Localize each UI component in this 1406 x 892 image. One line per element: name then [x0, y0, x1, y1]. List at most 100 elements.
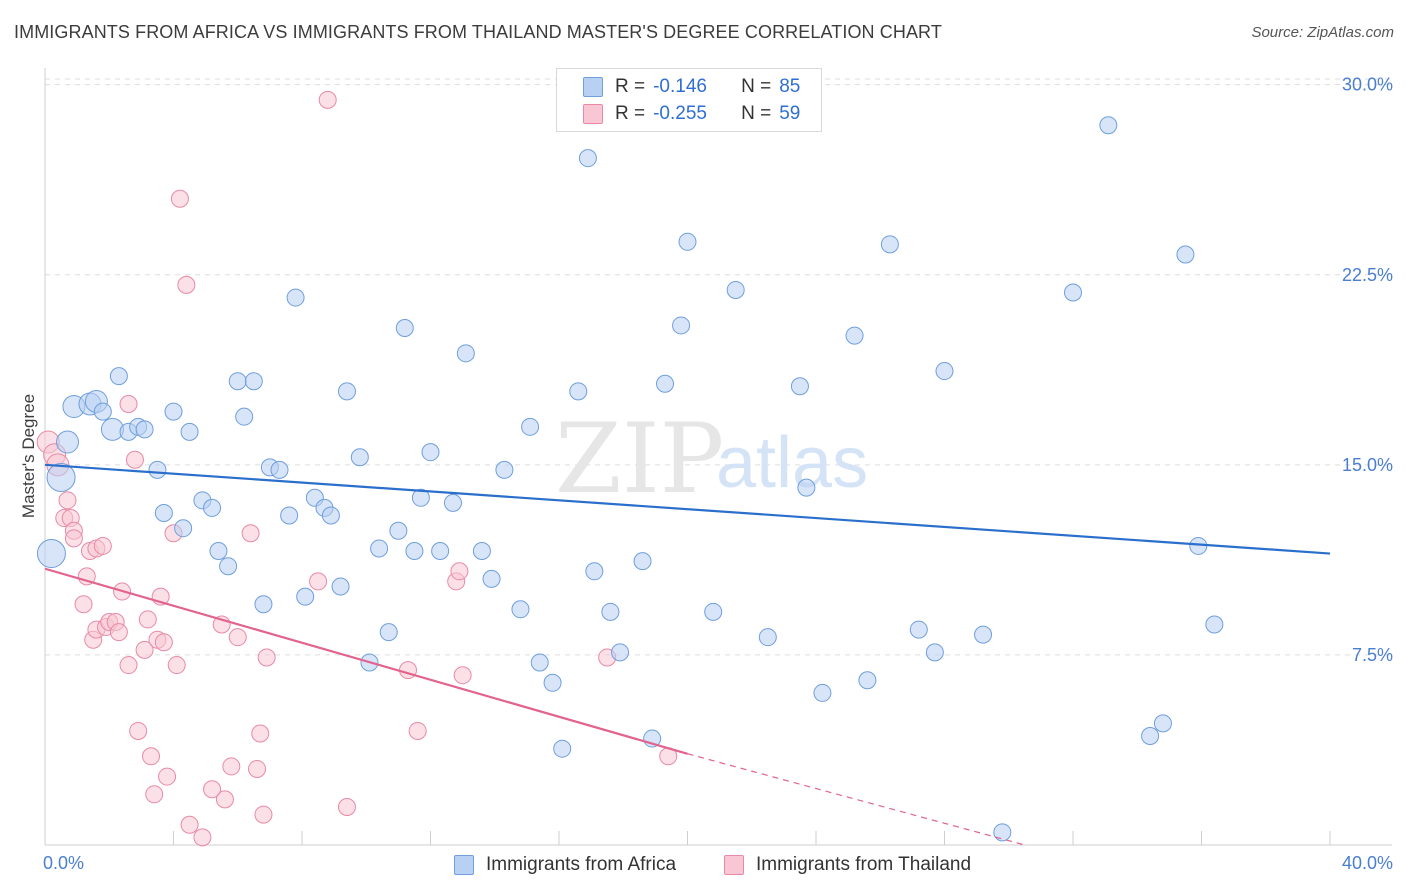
africa-point: [611, 643, 630, 662]
africa-point: [235, 407, 254, 426]
thailand-point: [318, 90, 337, 109]
africa-point: [601, 602, 620, 621]
thailand-point: [64, 529, 83, 548]
africa-point: [726, 280, 745, 299]
y-tick-label: 15.0%: [1342, 455, 1393, 475]
africa-point: [228, 372, 247, 391]
africa-point: [633, 552, 652, 571]
thailand-point: [254, 805, 273, 824]
africa-point: [370, 539, 389, 558]
legend: R = -0.146 N = 85 R = -0.255 N = 59: [556, 68, 822, 132]
africa-point: [1099, 116, 1118, 135]
thailand-point: [74, 595, 93, 614]
africa-point: [411, 488, 430, 507]
thailand-point: [222, 757, 241, 776]
africa-point: [296, 587, 315, 606]
thailand-point: [119, 656, 138, 675]
thailand-point: [58, 491, 77, 510]
legend-r-label: R =: [615, 76, 646, 97]
africa-point: [813, 683, 832, 702]
thailand-point: [125, 450, 144, 469]
thailand-point: [453, 666, 472, 685]
thailand-point: [93, 536, 112, 555]
africa-point: [203, 498, 222, 517]
africa-point: [482, 569, 501, 588]
grid: [45, 78, 1392, 656]
africa-point: [421, 443, 440, 462]
africa-point: [553, 739, 572, 758]
y-tick-label: 30.0%: [1342, 75, 1393, 95]
africa-point: [219, 557, 238, 576]
africa-point: [280, 506, 299, 525]
watermark-zip: ZIP: [555, 403, 724, 515]
thailand-swatch: [583, 104, 603, 124]
africa-point: [704, 602, 723, 621]
thailand-point: [142, 747, 161, 766]
africa-trend-line: [44, 463, 1331, 555]
africa-point: [925, 643, 944, 662]
africa-point: [672, 316, 691, 335]
africa-point: [46, 463, 76, 493]
africa-point: [389, 521, 408, 540]
legend-n-label: N =: [741, 76, 772, 97]
thailand-point: [309, 572, 328, 591]
thailand-point: [251, 724, 270, 743]
thailand-trend-line: [44, 567, 688, 755]
africa-point: [395, 318, 414, 337]
africa-point: [456, 344, 475, 363]
thailand-point: [203, 780, 222, 799]
bottom-legend-thailand: Immigrants from Thailand: [724, 852, 971, 878]
thailand-point: [154, 633, 173, 652]
africa-point: [270, 460, 289, 479]
africa-point: [1176, 245, 1195, 264]
africa-point: [511, 600, 530, 619]
africa-point: [337, 382, 356, 401]
africa-point: [656, 374, 675, 393]
thailand-point: [257, 648, 276, 667]
africa-point: [331, 577, 350, 596]
watermark: ZIP atlas: [555, 403, 868, 515]
thailand-point: [450, 562, 469, 581]
africa-point: [974, 625, 993, 644]
thailand-swatch: [724, 855, 744, 875]
thailand-point: [119, 395, 138, 414]
thailand-point: [177, 275, 196, 294]
africa-point: [405, 542, 424, 561]
thailand-point: [135, 640, 154, 659]
thailand-point: [158, 767, 177, 786]
africa-point: [109, 367, 128, 386]
africa-point: [244, 372, 263, 391]
bottom-legend-thailand-label: Immigrants from Thailand: [756, 854, 972, 875]
x-tick-label: 40.0%: [1342, 853, 1393, 873]
africa-point: [93, 402, 112, 421]
thailand-point: [241, 524, 260, 543]
africa-point: [135, 420, 154, 439]
africa-point: [1141, 727, 1160, 746]
africa-point: [286, 288, 305, 307]
africa-point: [55, 430, 79, 454]
africa-point: [379, 623, 398, 642]
africa-point: [543, 673, 562, 692]
thailand-trend-extension: [687, 753, 1025, 846]
watermark-atlas: atlas: [716, 423, 868, 503]
africa-point: [569, 382, 588, 401]
thailand-point: [408, 721, 427, 740]
africa-point: [180, 422, 199, 441]
legend-r-value: -0.146: [653, 76, 707, 97]
africa-point: [578, 149, 597, 168]
legend-row-thailand: R = -0.255 N = 59: [583, 101, 800, 127]
legend-r-label: R =: [615, 103, 646, 124]
thailand-point: [215, 790, 234, 809]
africa-point: [790, 377, 809, 396]
y-tick-label: 7.5%: [1352, 645, 1393, 665]
africa-point: [530, 653, 549, 672]
africa-point: [1205, 615, 1224, 634]
thailand-point: [129, 721, 148, 740]
africa-point: [154, 503, 173, 522]
bottom-legend-africa: Immigrants from Africa: [454, 852, 676, 878]
africa-point: [495, 460, 514, 479]
africa-point: [678, 232, 697, 251]
thailand-point: [180, 815, 199, 834]
africa-point: [472, 542, 491, 561]
